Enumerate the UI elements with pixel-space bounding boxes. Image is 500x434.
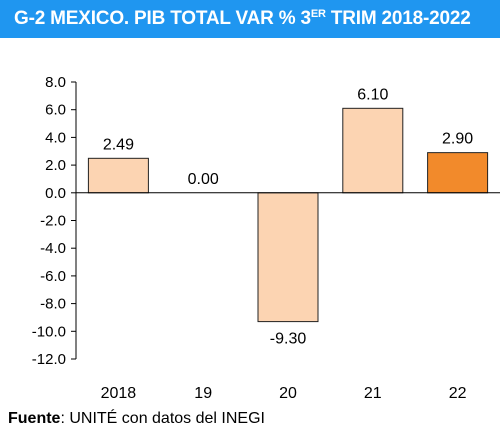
- y-tick-label: 4.0: [45, 129, 66, 146]
- y-tick-label: 8.0: [45, 74, 66, 91]
- y-tick-label: -2.0: [40, 213, 66, 230]
- y-tick-label: 6.0: [45, 102, 66, 119]
- x-category-label: 21: [364, 385, 382, 402]
- chart-title-superscript: ER: [310, 8, 326, 20]
- bar-value-label: 2.49: [103, 136, 134, 153]
- y-tick-label: -10.0: [32, 323, 66, 340]
- y-tick-label: -8.0: [40, 296, 66, 313]
- bar[interactable]: [342, 107, 404, 194]
- chart-title-main: G-2 MEXICO. PIB TOTAL VAR % 3: [14, 8, 311, 29]
- source-label: Fuente: [8, 410, 61, 427]
- x-category-label: 20: [279, 385, 297, 402]
- y-tick-label: 0.0: [45, 185, 66, 202]
- bar-value-label: 0.00: [188, 171, 219, 188]
- bar-value-label: -9.30: [270, 331, 307, 348]
- bar-value-label: 2.90: [442, 131, 473, 148]
- bar[interactable]: [87, 157, 149, 194]
- y-tick-label: 2.0: [45, 157, 66, 174]
- x-category-label: 19: [194, 385, 212, 402]
- y-tick-label: -6.0: [40, 268, 66, 285]
- bar-value-label: 6.10: [357, 86, 388, 103]
- chart-title-rest: TRIM 2018-2022: [325, 8, 471, 29]
- bar-chart: 8.0 6.0 4.0 2.0 0.0 -2.0 -4.0 -6.0 -8.0 -10.0 -12.…: [32, 74, 500, 402]
- y-tick-label: -4.0: [40, 240, 66, 257]
- x-category-label: 22: [449, 385, 467, 402]
- x-category-label: 2018: [101, 385, 137, 402]
- source-text: : UNITÉ con datos del INEGI: [60, 410, 265, 427]
- y-tick-label: -12.0: [32, 351, 66, 368]
- chart-title: G-2 MEXICO. PIB TOTAL VAR % 3ER TRIM 201…: [0, 0, 500, 38]
- bar[interactable]: [427, 152, 489, 194]
- source-note: Fuente: UNITÉ con datos del INEGI: [8, 410, 265, 428]
- bar[interactable]: [257, 192, 319, 323]
